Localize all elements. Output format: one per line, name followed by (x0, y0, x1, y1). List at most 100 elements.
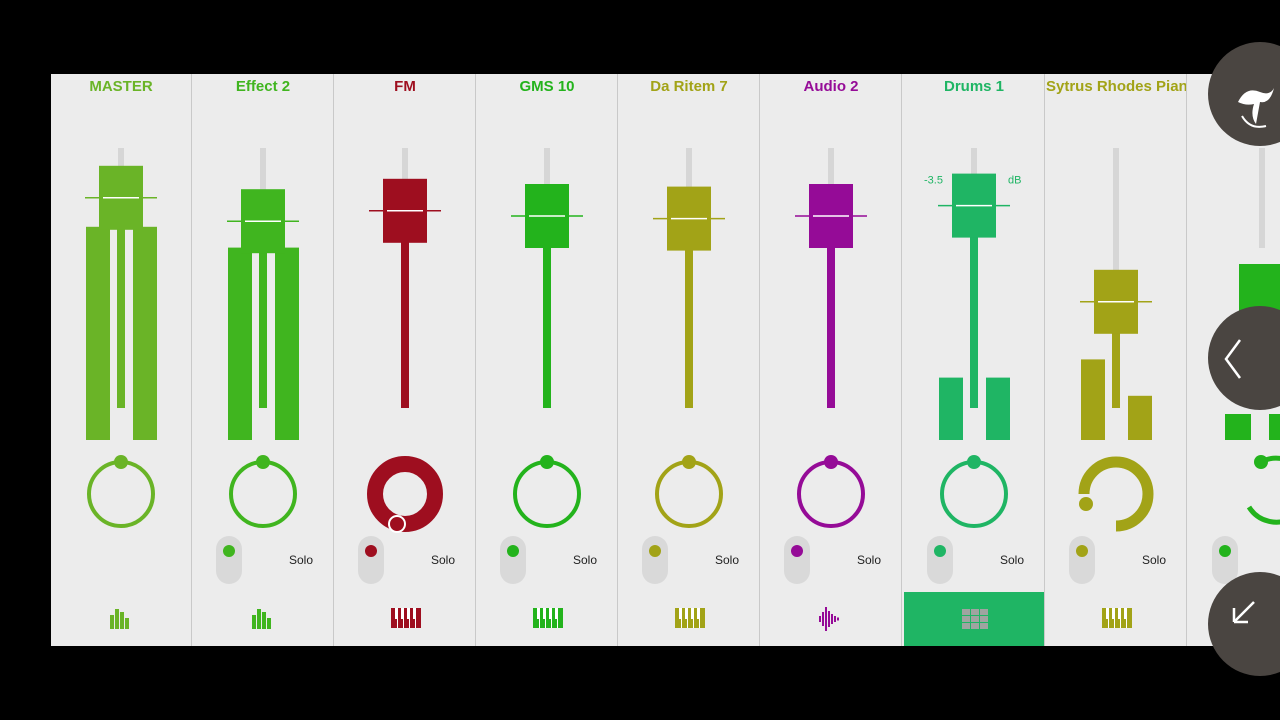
collapse-arrow-icon (1224, 339, 1242, 379)
channel-type-button[interactable] (51, 592, 191, 646)
channel-strip: Sytrus Rhodes Piano Solo (1046, 74, 1187, 646)
fader-fill (259, 251, 267, 408)
pan-knob (513, 460, 581, 528)
pan-indicator (824, 455, 838, 469)
channel-type-button[interactable] (193, 592, 333, 646)
channel-name[interactable]: Audio 2 (803, 78, 859, 95)
solo-toggle-dot (507, 545, 519, 557)
solo-toggle-dot (649, 545, 661, 557)
channel-name[interactable]: Drums 1 (943, 78, 1005, 95)
level-meter-left (1081, 359, 1105, 440)
pan-knob (940, 460, 1008, 528)
channel-name[interactable]: MASTER (89, 78, 153, 95)
solo-label: Solo (431, 553, 456, 567)
level-meter-right (133, 226, 157, 440)
piano-keys-icon (675, 608, 705, 628)
channel-type-button[interactable] (1046, 592, 1186, 646)
solo-toggle-dot (223, 545, 235, 557)
expand-arrow-icon (1232, 601, 1255, 624)
pan-indicator (1079, 497, 1093, 511)
solo-label: Solo (573, 553, 598, 567)
solo-label: Solo (857, 553, 882, 567)
level-meter-left (939, 377, 963, 440)
solo-label: Solo (289, 553, 314, 567)
level-meter-right (986, 377, 1010, 440)
level-meter-left (86, 226, 110, 440)
channel-graphics (85, 148, 157, 528)
channel-type-button[interactable] (335, 592, 475, 646)
solo-toggle[interactable] (784, 536, 810, 584)
solo-toggle-dot (791, 545, 803, 557)
solo-toggle-dot (365, 545, 377, 557)
channel-name[interactable]: FM (394, 78, 416, 95)
channel-type-button[interactable] (619, 592, 759, 646)
pan-indicator (540, 455, 554, 469)
solo-toggle-dot (1076, 545, 1088, 557)
channel-strip: FM Solo (335, 74, 476, 646)
channel-graphics (511, 148, 583, 528)
fader-fill (970, 235, 978, 408)
fader-fill (827, 246, 835, 408)
piano-keys-icon (1102, 608, 1132, 628)
expand-button[interactable] (1208, 572, 1280, 676)
channel-type-button[interactable] (904, 592, 1044, 646)
piano-keys-icon (391, 608, 421, 628)
channel-name[interactable]: GMS 10 (519, 78, 575, 95)
channel-name[interactable]: Sytrus Rhodes Piano (1046, 78, 1187, 95)
pan-knob (797, 460, 865, 528)
channel-graphics: -3.5 dB (924, 148, 1021, 528)
db-unit: dB (1008, 175, 1021, 187)
channel-strip: Drums 1 -3.5 dB Solo (904, 74, 1045, 646)
meter-bars-icon (252, 609, 271, 629)
channel-graphics (1078, 148, 1154, 532)
solo-toggle[interactable] (358, 536, 384, 584)
solo-toggle[interactable] (216, 536, 242, 584)
mixer-panel: MASTER Effect 2 Solo FM Solo GMS 10 Solo… (51, 74, 1280, 646)
pan-knob (367, 456, 443, 532)
solo-toggle[interactable] (642, 536, 668, 584)
drum-grid-icon (962, 609, 988, 629)
channel-name[interactable]: Effect 2 (235, 78, 291, 95)
level-meter-left (228, 247, 252, 440)
channel-graphics (795, 148, 867, 528)
pan-knob (1078, 456, 1154, 532)
pan-indicator (967, 455, 981, 469)
channel-graphics (653, 148, 725, 528)
meter-bars-icon (110, 609, 129, 629)
waveform-icon (819, 607, 839, 631)
pan-indicator (256, 455, 270, 469)
level-meter-right (275, 247, 299, 440)
solo-label: Solo (1142, 553, 1167, 567)
channel-graphics (227, 148, 299, 528)
channel-strip: GMS 10 Solo (477, 74, 618, 646)
fader-fill (401, 240, 409, 408)
pan-indicator (388, 515, 406, 533)
channel-type-button[interactable] (761, 592, 901, 646)
channel-strip: MASTER (51, 74, 192, 646)
level-meter-right (1128, 395, 1152, 440)
fader-fill (685, 248, 693, 408)
collapse-button[interactable] (1208, 306, 1280, 410)
fader-fill (543, 246, 551, 408)
channel-name[interactable]: Da Ritem 7 (650, 78, 728, 95)
solo-toggle[interactable] (500, 536, 526, 584)
pan-knob (655, 460, 723, 528)
fader-fill (1112, 331, 1120, 408)
pan-indicator (114, 455, 128, 469)
piano-keys-icon (533, 608, 563, 628)
solo-toggle[interactable] (1069, 536, 1095, 584)
channel-strip: Audio 2 Solo (761, 74, 902, 646)
pan-knob (87, 460, 155, 528)
app-menu-button[interactable] (1208, 42, 1280, 146)
channel-strip: Effect 2 Solo (193, 74, 334, 646)
db-value: -3.5 (924, 175, 943, 187)
channel-type-button[interactable] (477, 592, 617, 646)
channel-graphics (367, 148, 443, 533)
solo-toggle-dot (934, 545, 946, 557)
solo-label: Solo (1000, 553, 1025, 567)
pan-indicator (682, 455, 696, 469)
fader-fill (117, 227, 125, 408)
solo-toggle[interactable] (927, 536, 953, 584)
pan-knob (229, 460, 297, 528)
channel-strip: Da Ritem 7 Solo (619, 74, 760, 646)
